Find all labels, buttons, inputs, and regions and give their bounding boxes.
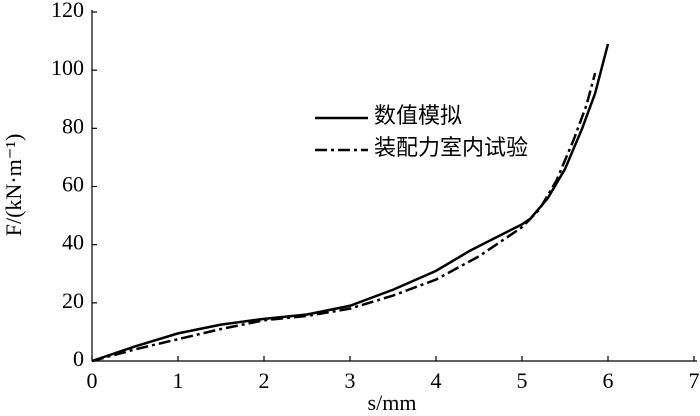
legend-label: 装配力室内试验 [374, 135, 528, 160]
x-tick-label: 3 [345, 368, 356, 393]
y-tick-label: 60 [62, 172, 84, 197]
y-tick-label: 0 [73, 346, 84, 371]
y-tick-label: 20 [62, 288, 84, 313]
series-line [91, 72, 597, 363]
x-tick-label: 6 [603, 368, 614, 393]
x-tick-label: 1 [173, 368, 184, 393]
x-tick-label: 7 [689, 368, 700, 393]
x-axis-label: s/mm [368, 390, 417, 415]
y-tick-label: 120 [51, 0, 84, 22]
x-tick-label: 4 [431, 368, 442, 393]
y-tick-label: 100 [51, 55, 84, 80]
x-tick-label: 0 [87, 368, 98, 393]
y-tick-label: 80 [62, 113, 84, 138]
y-tick-label: 40 [62, 230, 84, 255]
x-tick-label: 2 [259, 368, 270, 393]
x-tick-label: 5 [517, 368, 528, 393]
legend-label: 数值模拟 [374, 103, 462, 128]
series-line [91, 43, 610, 363]
y-axis-label: F/(kN·m⁻¹) [1, 134, 26, 237]
